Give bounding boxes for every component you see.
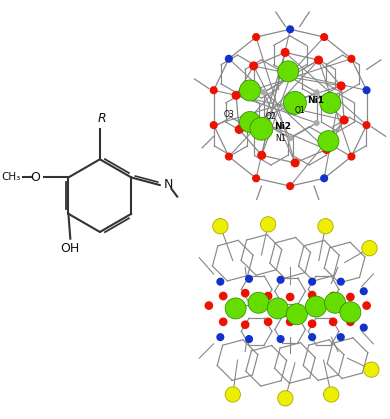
Circle shape [360, 288, 367, 295]
Circle shape [210, 122, 217, 129]
Circle shape [225, 153, 232, 160]
Circle shape [321, 175, 328, 182]
Text: Ni2: Ni2 [274, 122, 291, 131]
Circle shape [308, 320, 316, 327]
Circle shape [318, 219, 333, 234]
Circle shape [261, 90, 266, 95]
Circle shape [232, 91, 240, 99]
Circle shape [309, 334, 316, 341]
Circle shape [364, 362, 379, 377]
Circle shape [261, 121, 266, 125]
Circle shape [235, 126, 243, 133]
Circle shape [337, 278, 344, 285]
Circle shape [205, 302, 213, 309]
Circle shape [287, 183, 294, 189]
Text: O3: O3 [224, 110, 235, 119]
Text: CH₃: CH₃ [1, 171, 21, 181]
Circle shape [323, 146, 330, 153]
Circle shape [239, 80, 261, 101]
Circle shape [363, 122, 370, 129]
Circle shape [321, 34, 328, 40]
Circle shape [248, 292, 269, 313]
Circle shape [277, 336, 284, 342]
Text: OH: OH [61, 243, 80, 256]
Circle shape [277, 277, 284, 283]
Circle shape [267, 298, 288, 319]
Circle shape [360, 324, 367, 331]
Circle shape [347, 293, 354, 300]
Circle shape [287, 26, 294, 33]
Text: Ni1: Ni1 [307, 96, 324, 104]
Circle shape [278, 391, 293, 406]
Circle shape [278, 61, 299, 82]
Circle shape [337, 334, 344, 341]
Circle shape [314, 121, 319, 125]
Circle shape [320, 92, 341, 114]
Circle shape [340, 302, 361, 323]
Text: N1: N1 [275, 134, 285, 143]
Circle shape [330, 318, 337, 326]
Circle shape [363, 87, 370, 93]
Text: O: O [30, 171, 40, 184]
Circle shape [308, 292, 316, 299]
Circle shape [264, 318, 272, 326]
Text: N: N [164, 178, 173, 191]
Circle shape [253, 175, 259, 182]
Circle shape [220, 318, 227, 326]
Circle shape [362, 241, 377, 256]
Circle shape [258, 151, 266, 159]
Circle shape [314, 90, 319, 95]
Circle shape [246, 336, 252, 342]
Circle shape [210, 87, 217, 93]
Circle shape [225, 387, 240, 402]
Circle shape [250, 117, 273, 140]
Circle shape [348, 153, 355, 160]
Circle shape [318, 131, 339, 152]
Circle shape [246, 275, 252, 282]
Circle shape [264, 292, 272, 300]
Circle shape [287, 293, 294, 300]
Circle shape [324, 387, 339, 402]
Circle shape [291, 159, 299, 167]
Circle shape [284, 91, 307, 114]
Circle shape [305, 296, 326, 317]
Circle shape [288, 136, 292, 141]
Circle shape [241, 290, 249, 297]
Text: O1: O1 [295, 106, 305, 115]
Circle shape [220, 292, 227, 300]
Circle shape [261, 217, 276, 232]
Circle shape [225, 298, 246, 319]
Text: O2: O2 [265, 112, 276, 121]
Circle shape [225, 55, 232, 62]
Circle shape [330, 292, 337, 300]
Circle shape [309, 278, 316, 285]
Circle shape [287, 318, 294, 326]
Circle shape [250, 62, 257, 70]
Circle shape [288, 75, 292, 80]
Circle shape [239, 111, 261, 132]
Text: R: R [98, 112, 106, 125]
Circle shape [348, 55, 355, 62]
Circle shape [281, 49, 289, 56]
Circle shape [324, 292, 346, 313]
Circle shape [213, 219, 228, 234]
Circle shape [337, 82, 345, 90]
Circle shape [347, 318, 354, 326]
Circle shape [340, 116, 348, 124]
Circle shape [253, 34, 259, 40]
Circle shape [286, 304, 307, 325]
Circle shape [241, 321, 249, 328]
Circle shape [217, 334, 224, 341]
Circle shape [217, 278, 224, 285]
Circle shape [363, 302, 370, 309]
Circle shape [315, 56, 323, 64]
